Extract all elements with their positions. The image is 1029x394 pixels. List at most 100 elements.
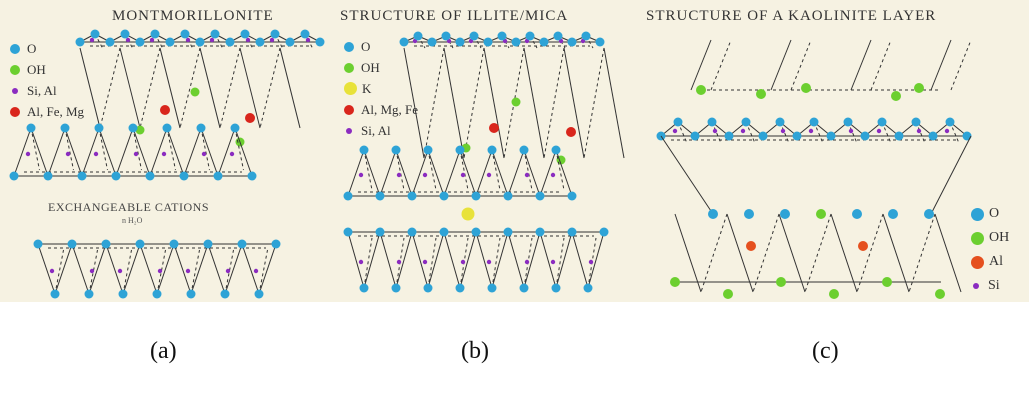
- oxygen-atom: [375, 191, 385, 201]
- bond-line: [491, 149, 509, 197]
- bond-line: [908, 213, 936, 293]
- bond-line: [443, 149, 461, 197]
- silicon-atom: [944, 128, 950, 134]
- legend-item: OH: [971, 226, 1009, 250]
- oxygen-atom: [237, 239, 247, 249]
- bond-line: [483, 47, 505, 159]
- oxygen-atom: [780, 209, 790, 219]
- oxygen-atom: [962, 131, 972, 141]
- oxygen-atom: [423, 283, 433, 293]
- bond-line: [190, 243, 209, 295]
- oxygen-atom: [792, 131, 802, 141]
- panel-montmorillonite: MONTMORILLONITE O OH Si, Al Al, Fe, Mg E…: [0, 0, 336, 302]
- bond-line: [850, 39, 872, 91]
- oxygen-atom: [84, 289, 94, 299]
- bond-line: [950, 39, 972, 91]
- oxygen-atom: [391, 145, 401, 155]
- legend: O OH Si, Al Al, Fe, Mg: [10, 38, 84, 122]
- bond-line: [745, 121, 755, 143]
- bond-line: [98, 127, 117, 177]
- bond-line: [882, 213, 910, 293]
- legend-label: OH: [989, 230, 1010, 245]
- bond-line: [491, 231, 509, 289]
- bond-line: [690, 39, 712, 91]
- oxygen-atom: [551, 283, 561, 293]
- metal-atom: [245, 113, 255, 123]
- oxygen-atom: [483, 37, 493, 47]
- oxygen-atom: [75, 37, 85, 47]
- bond-line: [710, 39, 732, 91]
- bond-line: [571, 231, 589, 289]
- silicon-atom: [201, 151, 207, 157]
- oxygen-atom: [567, 227, 577, 237]
- legend-label: Al: [989, 254, 1003, 269]
- oxygen-atom: [105, 37, 115, 47]
- bond-line: [258, 249, 268, 295]
- oxygen-atom: [503, 227, 513, 237]
- oxygen-atom: [343, 227, 353, 237]
- bond-line: [183, 127, 202, 177]
- metal-atom: [566, 127, 576, 137]
- panel-title: MONTMORILLONITE: [112, 8, 274, 24]
- bond-line: [674, 213, 702, 293]
- legend: O OH K Al, Mg, Fe Si, Al: [344, 36, 418, 141]
- silicon-atom: [185, 37, 191, 43]
- legend-item: O: [971, 202, 1009, 226]
- hydroxyl-dot-icon: [10, 64, 20, 75]
- bond-line: [813, 121, 823, 143]
- bond-line: [224, 249, 234, 295]
- oxygen-atom: [179, 171, 189, 181]
- silicon-atom: [93, 151, 99, 157]
- silicon-atom: [422, 172, 428, 178]
- oxygen-atom: [877, 117, 887, 127]
- oxygen-dot-icon: [10, 43, 20, 54]
- bond-line: [779, 121, 789, 143]
- bond-line: [491, 149, 501, 191]
- bond-line: [711, 121, 721, 143]
- oxygen-atom: [210, 29, 220, 39]
- bond-line: [54, 243, 73, 295]
- bond-line: [427, 149, 437, 191]
- bond-line: [555, 149, 573, 197]
- bond-line: [804, 213, 832, 293]
- oxygen-atom: [487, 145, 497, 155]
- bond-line: [99, 47, 121, 129]
- oxygen-atom: [50, 289, 60, 299]
- bond-line: [64, 127, 74, 171]
- silicon-atom: [185, 268, 191, 274]
- kaolinite-structure-diagram: [656, 39, 972, 299]
- bond-line: [363, 149, 373, 191]
- oxygen-atom: [150, 29, 160, 39]
- bond-line: [122, 243, 141, 295]
- hydroxyl-dot-icon: [344, 62, 354, 73]
- bond-line: [190, 249, 200, 295]
- panel-title: STRUCTURE OF ILLITE/MICA: [340, 8, 569, 24]
- bond-line: [459, 231, 477, 289]
- hydroxyl-atom: [190, 87, 200, 97]
- bond-line: [395, 149, 413, 197]
- bond-line: [259, 47, 281, 129]
- bond-line: [81, 127, 100, 177]
- oxygen-atom: [413, 31, 423, 41]
- oxygen-atom: [186, 289, 196, 299]
- oxygen-atom: [285, 37, 295, 47]
- bond-line: [379, 231, 397, 289]
- potassium-atom: [461, 207, 475, 221]
- bond-line: [217, 127, 236, 177]
- legend-label: OH: [361, 59, 380, 75]
- silicon-atom: [486, 259, 492, 265]
- silicon-atom: [245, 37, 251, 43]
- aluminium-dot-icon: [971, 255, 984, 269]
- oxygen-atom: [511, 37, 521, 47]
- oxygen-atom: [525, 31, 535, 41]
- oxygen-atom: [26, 123, 36, 133]
- oxygen-atom: [708, 209, 718, 219]
- oxygen-atom: [300, 29, 310, 39]
- silicon-atom: [229, 151, 235, 157]
- oxygen-atom: [423, 145, 433, 155]
- bond-line: [200, 127, 219, 177]
- silicon-atom: [89, 268, 95, 274]
- legend-label: OH: [27, 61, 46, 77]
- bond-line: [200, 127, 210, 171]
- legend-item: OH: [10, 59, 84, 80]
